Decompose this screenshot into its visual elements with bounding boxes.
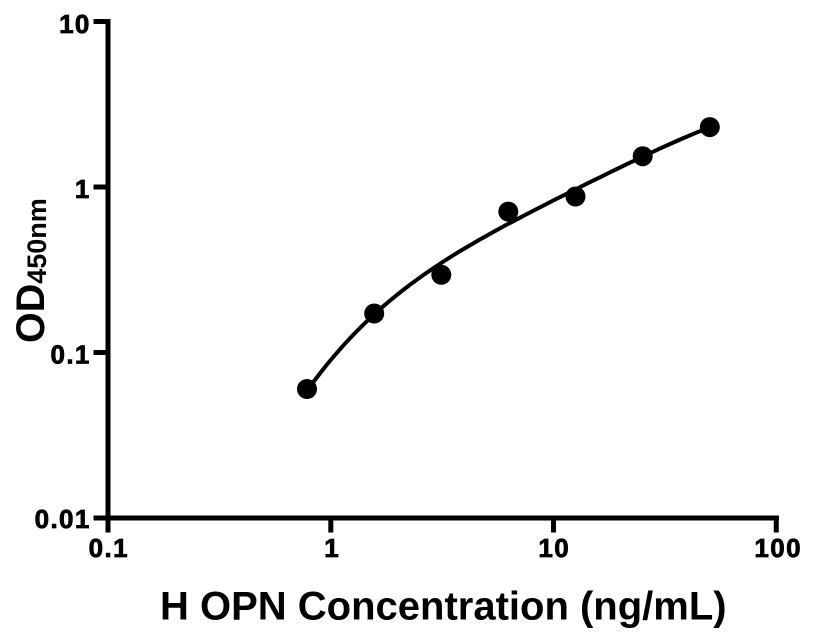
svg-text:H OPN Concentration (ng/mL): H OPN Concentration (ng/mL) (160, 585, 727, 629)
svg-text:0.1: 0.1 (50, 340, 90, 370)
svg-text:1: 1 (75, 174, 91, 204)
svg-text:10: 10 (59, 9, 91, 39)
svg-text:100: 100 (754, 533, 802, 563)
svg-text:0.01: 0.01 (35, 504, 91, 534)
svg-text:1: 1 (324, 533, 340, 563)
svg-text:0.1: 0.1 (89, 533, 129, 563)
svg-text:10: 10 (538, 533, 570, 563)
